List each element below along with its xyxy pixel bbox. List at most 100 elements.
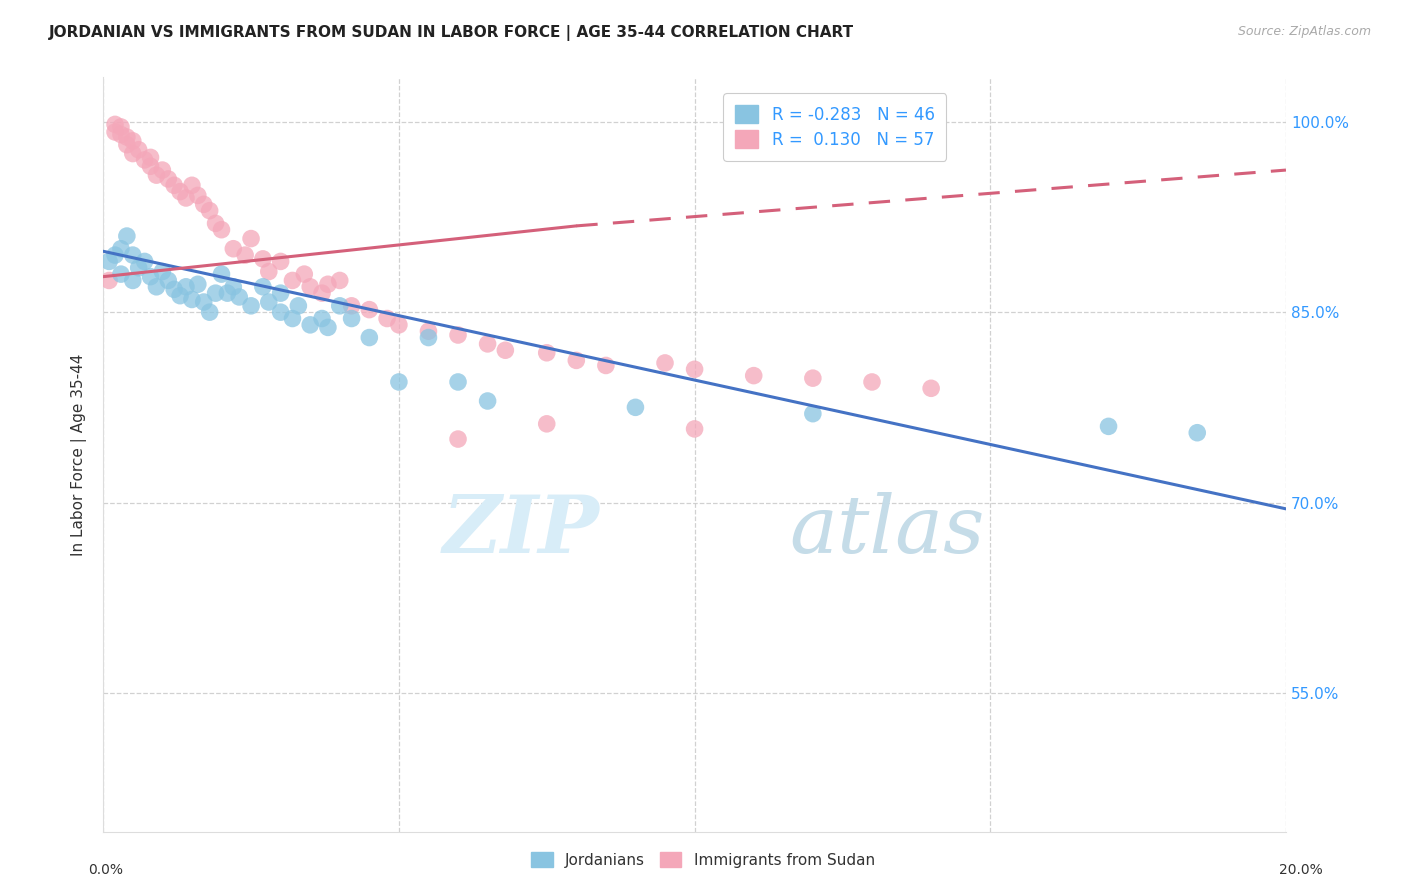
Point — [139, 269, 162, 284]
Point — [418, 324, 440, 338]
Point — [204, 216, 226, 230]
Point — [860, 375, 883, 389]
Text: atlas: atlas — [789, 491, 984, 569]
Point — [110, 242, 132, 256]
Text: Source: ZipAtlas.com: Source: ZipAtlas.com — [1237, 25, 1371, 38]
Point — [287, 299, 309, 313]
Point — [145, 280, 167, 294]
Point — [187, 277, 209, 292]
Point — [150, 264, 173, 278]
Point — [134, 254, 156, 268]
Point — [299, 318, 322, 332]
Point — [104, 125, 127, 139]
Point — [128, 143, 150, 157]
Point — [654, 356, 676, 370]
Point — [211, 267, 233, 281]
Point — [252, 280, 274, 294]
Text: 0.0%: 0.0% — [89, 863, 122, 877]
Point — [447, 375, 470, 389]
Point — [222, 280, 245, 294]
Point — [536, 417, 558, 431]
Point — [801, 407, 824, 421]
Point — [388, 375, 411, 389]
Point — [121, 248, 143, 262]
Point — [157, 172, 180, 186]
Point — [211, 223, 233, 237]
Point — [174, 280, 197, 294]
Point — [222, 242, 245, 256]
Point — [477, 394, 499, 409]
Point — [683, 362, 706, 376]
Point — [121, 146, 143, 161]
Point — [359, 330, 381, 344]
Point — [536, 345, 558, 359]
Legend: R = -0.283   N = 46, R =  0.130   N = 57: R = -0.283 N = 46, R = 0.130 N = 57 — [724, 94, 946, 161]
Text: JORDANIAN VS IMMIGRANTS FROM SUDAN IN LABOR FORCE | AGE 35-44 CORRELATION CHART: JORDANIAN VS IMMIGRANTS FROM SUDAN IN LA… — [49, 25, 855, 41]
Point — [329, 299, 352, 313]
Point — [375, 311, 398, 326]
Point — [316, 320, 339, 334]
Point — [311, 311, 333, 326]
Point — [121, 273, 143, 287]
Point — [110, 267, 132, 281]
Point — [595, 359, 617, 373]
Point — [193, 197, 215, 211]
Point — [299, 280, 322, 294]
Point — [340, 311, 363, 326]
Point — [252, 252, 274, 266]
Point — [180, 178, 202, 193]
Point — [163, 282, 186, 296]
Point — [447, 432, 470, 446]
Point — [340, 299, 363, 313]
Point — [624, 401, 647, 415]
Point — [447, 328, 470, 343]
Point — [270, 254, 292, 268]
Point — [110, 128, 132, 142]
Point — [240, 231, 263, 245]
Legend: Jordanians, Immigrants from Sudan: Jordanians, Immigrants from Sudan — [523, 844, 883, 875]
Point — [198, 203, 221, 218]
Point — [742, 368, 765, 383]
Point — [217, 286, 239, 301]
Point — [494, 343, 516, 358]
Point — [128, 260, 150, 275]
Point — [134, 153, 156, 167]
Point — [187, 188, 209, 202]
Point — [1187, 425, 1209, 440]
Point — [233, 248, 256, 262]
Point — [145, 168, 167, 182]
Point — [270, 286, 292, 301]
Point — [801, 371, 824, 385]
Point — [1097, 419, 1119, 434]
Point — [388, 318, 411, 332]
Point — [257, 264, 280, 278]
Point — [920, 381, 942, 395]
Point — [157, 273, 180, 287]
Point — [683, 422, 706, 436]
Point — [281, 273, 304, 287]
Point — [240, 299, 263, 313]
Point — [180, 293, 202, 307]
Point — [228, 290, 250, 304]
Point — [204, 286, 226, 301]
Point — [565, 353, 588, 368]
Point — [98, 254, 121, 268]
Point — [115, 130, 138, 145]
Point — [257, 295, 280, 310]
Point — [115, 137, 138, 152]
Point — [174, 191, 197, 205]
Point — [477, 337, 499, 351]
Y-axis label: In Labor Force | Age 35-44: In Labor Force | Age 35-44 — [72, 354, 87, 556]
Text: ZIP: ZIP — [443, 491, 600, 569]
Point — [121, 134, 143, 148]
Point — [311, 286, 333, 301]
Point — [110, 120, 132, 134]
Point — [270, 305, 292, 319]
Point — [98, 273, 121, 287]
Point — [329, 273, 352, 287]
Point — [193, 295, 215, 310]
Point — [139, 159, 162, 173]
Point — [198, 305, 221, 319]
Point — [169, 185, 191, 199]
Point — [292, 267, 315, 281]
